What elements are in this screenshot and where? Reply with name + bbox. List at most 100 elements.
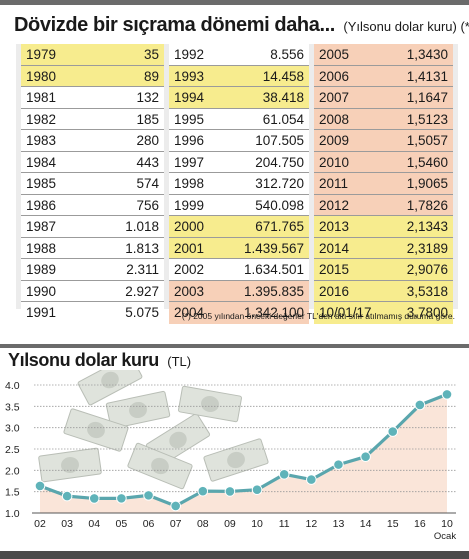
y-tick-label: 3.0 — [5, 423, 20, 435]
x-tick-label: 06 — [143, 518, 155, 530]
table-row: 1990 2.927 — [21, 280, 164, 302]
data-point — [278, 469, 290, 480]
table-value: 3,5318 — [406, 283, 448, 299]
chart-unit: (TL) — [167, 354, 192, 369]
table-year: 2012 — [319, 197, 350, 213]
data-point — [116, 493, 127, 504]
table-row: 1979 35 — [21, 44, 164, 66]
page-subtitle: (Yılsonu dolar kuru) (*) — [343, 19, 469, 34]
table-value: 1,5123 — [406, 111, 448, 127]
table-year: 2000 — [174, 219, 205, 234]
data-point — [360, 451, 371, 463]
table-year: 1985 — [26, 176, 57, 191]
banknote-icon — [203, 438, 269, 482]
table-year: 1989 — [26, 262, 57, 277]
x-tick-label: 10 — [441, 518, 453, 530]
table-year: 2007 — [319, 90, 350, 105]
table-row: 1983 280 — [21, 130, 164, 152]
table-year: 1992 — [174, 47, 205, 62]
table-row: 2001 1.439.567 — [169, 237, 309, 259]
table-row: 2003 1.395.835 — [169, 280, 309, 302]
exchange-rate-chart: 1.0 1.5 2.0 2.5 3.0 3.5 4.0 02 03 04 05 06 07 08 09 10 1… — [5, 370, 456, 542]
table-row: 2004 1.342.100 — [169, 302, 309, 324]
data-point — [61, 490, 73, 502]
table-value: 671.765 — [255, 219, 304, 234]
table-value: 3,7800 — [406, 305, 448, 320]
x-tick-label: 07 — [170, 518, 182, 530]
x-tick-sublabel: Ocak — [434, 531, 456, 542]
top-rule — [0, 0, 469, 5]
x-tick-label: 04 — [88, 518, 100, 530]
table-year: 2004 — [174, 305, 205, 320]
table-row: 1992 8.556 — [169, 44, 309, 66]
data-point — [414, 399, 426, 411]
table-year: 2005 — [319, 47, 350, 62]
table-year: 2003 — [174, 283, 205, 299]
table-year: 1995 — [174, 111, 205, 127]
x-tick-label: 09 — [224, 518, 236, 530]
table-value: 204.750 — [255, 154, 304, 170]
chart-title: Yılsonu dolar kuru — [8, 350, 159, 370]
table-year: 1999 — [174, 197, 205, 213]
banknote-seal — [61, 456, 79, 474]
table-year: 1982 — [26, 111, 57, 127]
table-year: 2008 — [319, 111, 350, 127]
section-divider — [0, 344, 469, 348]
table-value: 2,1343 — [406, 219, 448, 234]
data-point — [170, 500, 181, 512]
banknote-icon — [77, 370, 143, 406]
y-tick-label: 2.0 — [5, 465, 20, 477]
x-tick-label: 15 — [387, 518, 399, 530]
table-row: 2013 2,1343 — [314, 216, 453, 238]
table-row: 1984 443 — [21, 151, 164, 173]
data-point — [197, 485, 209, 497]
header: Dövizde bir sıçrama dönemi daha... (Yıls… — [14, 14, 469, 42]
table-value: 2,9076 — [406, 262, 448, 277]
table-row: 1998 312.720 — [169, 173, 309, 195]
table-year: 1991 — [26, 305, 57, 320]
table-value: 1.813 — [125, 240, 159, 256]
table-value: 2.311 — [126, 262, 159, 277]
table-row: 1989 2.311 — [21, 259, 164, 281]
table-value: 1,9065 — [406, 176, 448, 191]
x-tick-label: 08 — [197, 518, 209, 530]
table-row: 1994 38.418 — [169, 87, 309, 109]
table-value: 1,5057 — [406, 133, 448, 148]
table-row: 1986 756 — [21, 194, 164, 216]
y-tick-label: 4.0 — [5, 380, 20, 392]
y-tick-label: 1.5 — [5, 487, 20, 499]
banknote-icon — [178, 385, 242, 423]
table-row: 1991 5.075 — [21, 302, 164, 324]
table-value: 1.395.835 — [243, 283, 304, 299]
x-tick-label: 03 — [61, 518, 73, 530]
table-column-2005-2017: 2005 1,3430 2006 1,4131 2007 1,1647 2008 1,5123… — [314, 44, 453, 324]
data-point — [306, 474, 317, 485]
table-value: 1,7826 — [406, 197, 448, 213]
table-row: 1988 1.813 — [21, 237, 164, 259]
table-row: 2014 2,3189 — [314, 237, 453, 259]
table-value: 1.439.567 — [243, 240, 304, 256]
table-row: 10/01/17 3,7800 — [314, 302, 453, 324]
table-year: 1996 — [174, 133, 205, 148]
footnote: (*) 2005 yılından önceki değerler TL'den… — [181, 311, 455, 321]
table-row: 2002 1.634.501 — [169, 259, 309, 281]
table-row: 2016 3,5318 — [314, 280, 453, 302]
banknote-seal — [87, 421, 105, 439]
data-point — [88, 493, 100, 504]
table-value: 89 — [143, 68, 159, 84]
table-year: 2009 — [319, 133, 350, 148]
table-row: 1997 204.750 — [169, 151, 309, 173]
table-value: 2,3189 — [406, 240, 448, 256]
data-point — [333, 459, 344, 470]
table-row: 1996 107.505 — [169, 130, 309, 152]
banknote-seal — [101, 371, 119, 389]
table-value: 8.556 — [270, 47, 304, 62]
table-column-1992-2004: 1992 8.556 1993 14.458 1994 38.418 1995 61.054 1… — [169, 44, 309, 324]
x-tick-label: 13 — [333, 518, 345, 530]
x-tick-label: 10 — [251, 518, 263, 530]
table-value: 5.075 — [125, 305, 159, 320]
table-year: 2016 — [319, 283, 350, 299]
table-year: 1981 — [26, 90, 57, 105]
data-point — [441, 389, 453, 400]
table-value: 61.054 — [262, 111, 304, 127]
